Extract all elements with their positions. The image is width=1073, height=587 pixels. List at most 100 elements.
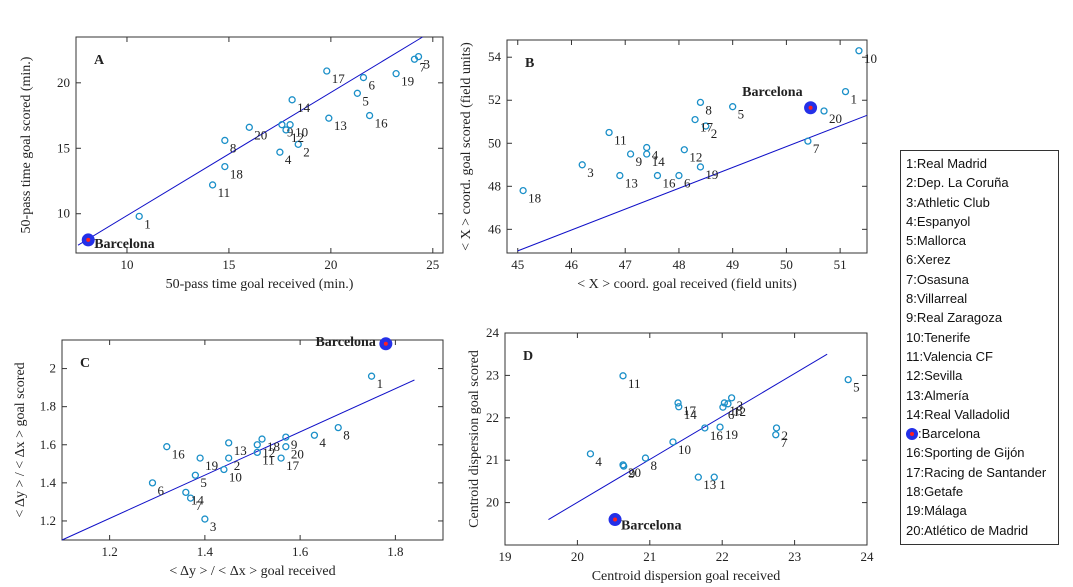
axes-box bbox=[504, 332, 868, 546]
legend-text: :Barcelona bbox=[918, 426, 981, 442]
point bbox=[367, 372, 376, 380]
y-axis-label: < Δy > / < Δx > goal scored bbox=[13, 362, 28, 517]
point-label: 1 bbox=[377, 376, 384, 391]
y-axis-label: 50-pass time goal scored (min.) bbox=[19, 56, 34, 233]
point-label: 6 bbox=[684, 176, 691, 191]
point-label: 14 bbox=[652, 154, 666, 169]
legend-entry: 11:Valencia CF bbox=[906, 347, 1058, 366]
fit-line bbox=[61, 379, 415, 541]
legend-entry: 17:Racing de Santander bbox=[906, 463, 1058, 482]
x-axis-label: Centroid dispersion goal received bbox=[592, 569, 781, 584]
legend-entry: 18:Getafe bbox=[906, 482, 1058, 501]
point bbox=[619, 461, 627, 469]
point-label: 20 bbox=[628, 465, 641, 480]
legend-entry: 3:Athletic Club bbox=[906, 193, 1058, 212]
x-tick-label: 1.2 bbox=[102, 544, 118, 559]
point bbox=[674, 399, 682, 407]
legend-text: 10:Tenerife bbox=[906, 329, 971, 345]
point bbox=[702, 122, 710, 130]
x-tick-label: 23 bbox=[788, 549, 801, 564]
point bbox=[278, 121, 286, 129]
y-tick-label: 52 bbox=[488, 92, 501, 107]
point bbox=[724, 400, 732, 408]
point-label: 3 bbox=[210, 519, 217, 534]
legend-text: 1:Real Madrid bbox=[906, 156, 987, 171]
point bbox=[841, 87, 850, 96]
point-label: 7 bbox=[419, 59, 426, 74]
point-label: 19 bbox=[705, 167, 718, 182]
legend-entry: 2:Dep. La Coruña bbox=[906, 173, 1058, 192]
point bbox=[696, 163, 705, 171]
point-label: 10 bbox=[864, 51, 877, 66]
point bbox=[253, 448, 261, 457]
point-label: 6 bbox=[728, 407, 735, 422]
point bbox=[772, 431, 780, 439]
point bbox=[359, 73, 368, 82]
point-label: 1 bbox=[851, 92, 858, 107]
point bbox=[719, 403, 727, 411]
point-label: 11 bbox=[218, 185, 231, 200]
x-tick-label: 20 bbox=[324, 257, 337, 272]
x-tick-label: 1.4 bbox=[197, 544, 214, 559]
legend-text: 3:Athletic Club bbox=[906, 194, 990, 210]
point bbox=[221, 136, 229, 145]
point bbox=[353, 89, 362, 97]
point bbox=[221, 162, 229, 171]
point-label: 7 bbox=[196, 498, 203, 513]
point-label: 11 bbox=[262, 452, 275, 467]
point-label: 12 bbox=[291, 130, 304, 145]
point-label: 3 bbox=[424, 57, 431, 72]
point bbox=[643, 150, 651, 158]
point-label: 4 bbox=[319, 435, 326, 450]
point bbox=[325, 114, 333, 122]
x-tick-label: 51 bbox=[834, 257, 847, 272]
y-axis-label: Centroid dispersion goal scored bbox=[467, 350, 482, 528]
fit-line bbox=[77, 36, 423, 246]
x-tick-label: 24 bbox=[861, 549, 875, 564]
x-tick-label: 10 bbox=[120, 257, 133, 272]
point-label: 12 bbox=[733, 404, 746, 419]
point bbox=[804, 137, 812, 145]
legend-entry: :Barcelona bbox=[906, 424, 1058, 443]
point bbox=[605, 128, 613, 137]
legend-entry: 9:Real Zaragoza bbox=[906, 308, 1058, 327]
point bbox=[294, 140, 302, 148]
point bbox=[182, 488, 190, 497]
point bbox=[135, 212, 143, 220]
point-label: 17 bbox=[286, 458, 300, 473]
point-label: Barcelona bbox=[94, 237, 154, 252]
x-axis-label: 50-pass time goal received (min.) bbox=[166, 277, 354, 292]
x-axis-label: < Δy > / < Δx > goal received bbox=[169, 564, 335, 579]
point-label: 17 bbox=[332, 71, 346, 86]
point bbox=[334, 423, 342, 432]
point-label: 6 bbox=[368, 78, 375, 93]
point-label: 4 bbox=[595, 454, 602, 469]
fit-line bbox=[548, 353, 828, 520]
point bbox=[286, 121, 294, 129]
point-label: 19 bbox=[401, 74, 414, 89]
legend-text: 2:Dep. La Coruña bbox=[906, 175, 1009, 191]
y-tick-label: 2 bbox=[50, 361, 57, 376]
point-label: 20 bbox=[291, 447, 304, 462]
y-tick-label: 24 bbox=[486, 325, 500, 340]
point-label: 13 bbox=[334, 118, 347, 133]
point-label: 13 bbox=[625, 176, 638, 191]
point bbox=[844, 375, 852, 384]
point-label: 8 bbox=[343, 428, 350, 443]
point bbox=[619, 372, 627, 380]
point-label: 9 bbox=[287, 125, 294, 140]
point bbox=[282, 433, 290, 441]
legend-text: 13:Almería bbox=[906, 387, 969, 403]
legend-text: 11:Valencia CF bbox=[906, 348, 993, 364]
point bbox=[772, 424, 781, 432]
point-label: 2 bbox=[711, 126, 718, 141]
point-label: 9 bbox=[636, 154, 643, 169]
point-label: 19 bbox=[205, 458, 218, 473]
point bbox=[696, 98, 705, 107]
legend-text: 5:Mallorca bbox=[906, 233, 966, 249]
legend-entry: 14:Real Valladolid bbox=[906, 405, 1058, 424]
y-tick-label: 48 bbox=[488, 178, 501, 193]
point bbox=[323, 67, 331, 75]
point-label: 16 bbox=[375, 116, 389, 131]
